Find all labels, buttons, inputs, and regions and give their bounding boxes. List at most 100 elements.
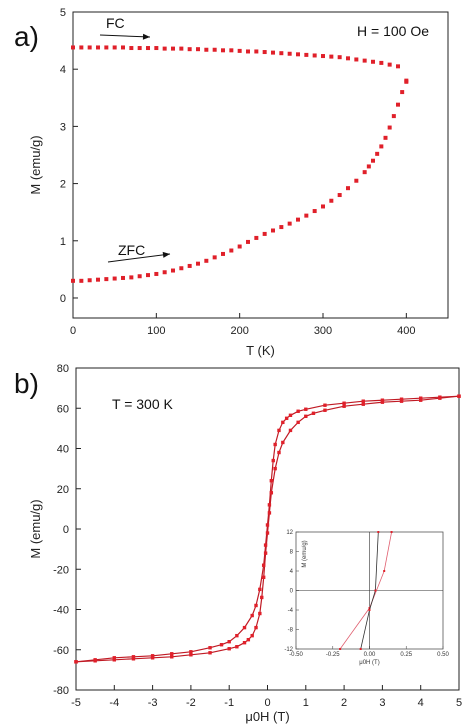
chart-a-point-zfc-33 <box>346 186 350 191</box>
chart-b-point-1-5 <box>361 402 365 406</box>
inset-ytick-label-1: -8 <box>288 628 294 634</box>
chart-a-point-zfc-21 <box>246 239 250 244</box>
chart-a-point-zfc-9 <box>146 273 150 278</box>
chart-b-point-0-31 <box>380 398 385 402</box>
chart-b-point-1-26 <box>235 645 239 649</box>
chart-b-point-0-32 <box>399 397 404 401</box>
inset-point-1-3 <box>377 531 380 533</box>
chart-a-point-zfc-39 <box>379 144 384 149</box>
chart-b-point-1-22 <box>254 625 258 630</box>
chart-b-point-1-25 <box>242 641 247 645</box>
inset-series-line-0 <box>339 531 392 650</box>
chart-b-point-1-9 <box>304 414 308 418</box>
chart-a-point-zfc-22 <box>254 235 259 240</box>
chart-a-point-fc-14 <box>187 47 192 52</box>
chart-a-ticks: 0 100 200 300 400 0 1 2 3 4 5 <box>60 7 416 337</box>
chart-b-xtick-label-6: 1 <box>303 697 309 709</box>
chart-b-xlabel: μ0H (T) <box>245 709 289 724</box>
chart-a-point-zfc-44 <box>400 90 405 95</box>
chart-a-point-zfc-1 <box>79 278 84 283</box>
chart-b-point-1-21 <box>258 611 262 616</box>
chart-b-point-0-21 <box>273 442 277 447</box>
inset-ytick-label-3: 0 <box>290 589 294 595</box>
chart-b-xtick-label-7: 2 <box>341 697 347 709</box>
inset-ytick-label-2: -4 <box>288 608 294 614</box>
chart-b-point-1-2 <box>419 398 423 402</box>
chart-a-point-zfc-37 <box>371 158 375 163</box>
chart-a-point-zfc-7 <box>129 275 134 280</box>
chart-a-point-fc-26 <box>287 51 292 56</box>
chart-b-point-1-14 <box>273 466 277 471</box>
chart-b-point-1-27 <box>227 647 231 651</box>
chart-b-point-1-32 <box>131 657 136 661</box>
chart-a-point-fc-2 <box>87 45 92 50</box>
chart-b-temperature-annotation: T = 300 K <box>112 396 174 412</box>
chart-b-ytick-label-3: -20 <box>53 564 69 576</box>
chart-b-point-1-33 <box>112 658 116 662</box>
chart-b-point-1-8 <box>311 411 316 415</box>
chart-b-xtick-label-1: -4 <box>109 697 119 709</box>
chart-b-point-1-7 <box>323 408 327 412</box>
zfc-arrow-shaft <box>107 253 171 263</box>
zfc-arrow-head <box>162 251 170 258</box>
chart-a-point-fc-22 <box>254 49 259 54</box>
chart-a-point-fc-5 <box>112 45 117 50</box>
chart-a-point-zfc-5 <box>112 276 117 281</box>
chart-a-point-zfc-2 <box>87 278 92 283</box>
chart-b-point-1-35 <box>74 660 78 664</box>
chart-b-point-1-31 <box>150 656 155 660</box>
chart-a-point-zfc-13 <box>179 266 184 271</box>
chart-a-point-fc-0 <box>71 45 75 50</box>
chart-a-ytick-label-5: 5 <box>60 7 66 19</box>
chart-b-point-0-15 <box>261 563 266 567</box>
chart-a-point-fc-7 <box>129 46 134 51</box>
chart-a-point-fc-4 <box>104 45 109 50</box>
chart-b-point-0-7 <box>208 646 212 650</box>
chart-b-point-1-11 <box>288 428 293 433</box>
chart-a-point-fc-13 <box>179 46 184 51</box>
inset-ylabel: M (emu/g) <box>302 540 308 567</box>
chart-a-ytick-label-4: 4 <box>60 64 66 76</box>
chart-a-point-zfc-29 <box>312 209 317 214</box>
chart-a-point-fc-21 <box>246 49 250 54</box>
chart-b-point-1-4 <box>380 400 385 404</box>
fc-arrow-shaft <box>99 34 151 38</box>
chart-a-point-zfc-12 <box>171 268 175 273</box>
chart-b-point-0-23 <box>281 420 285 425</box>
chart-a-point-fc-15 <box>196 47 200 52</box>
chart-a-point-fc-35 <box>362 58 367 63</box>
chart-b-xtick-label-5: 0 <box>264 697 270 709</box>
inset-xtick-label-3: 0.25 <box>400 652 412 658</box>
inset-ytick-label-5: 8 <box>290 550 294 556</box>
chart-a-points <box>71 45 409 283</box>
chart-b-point-1-29 <box>189 653 193 657</box>
chart-b-point-0-24 <box>284 416 289 421</box>
chart-a-point-fc-31 <box>329 54 334 59</box>
chart-a-point-fc-3 <box>96 45 100 50</box>
chart-a-point-zfc-11 <box>162 270 167 275</box>
chart-b-point-1-18 <box>263 551 268 555</box>
chart-b-point-1-23 <box>250 633 254 638</box>
chart-a-point-fc-1 <box>79 45 84 50</box>
chart-b-point-0-5 <box>170 652 174 656</box>
chart-b-point-0-3 <box>131 655 136 659</box>
chart-a-point-zfc-31 <box>329 198 334 203</box>
chart-a-point-fc-24 <box>271 50 275 55</box>
chart-a-point-fc-12 <box>171 46 175 51</box>
chart-b-point-0-11 <box>242 625 247 630</box>
chart-a-point-zfc-23 <box>262 231 267 236</box>
chart-a-point-fc-8 <box>137 46 142 51</box>
chart-b-ytick-label-5: 20 <box>57 484 69 496</box>
chart-a-point-zfc-26 <box>287 221 292 226</box>
chart-a-point-zfc-27 <box>296 217 300 222</box>
chart-a-point-zfc-3 <box>96 277 100 282</box>
chart-a-point-zfc-34 <box>354 178 359 183</box>
inset-point-0-3 <box>390 531 393 533</box>
chart-b-point-1-1 <box>438 396 442 400</box>
inset-xtick-label-2: 0.00 <box>364 652 376 658</box>
chart-b-point-1-19 <box>261 575 266 579</box>
chart-a-point-fc-20 <box>237 48 242 53</box>
chart-a-xtick-label-1: 100 <box>147 325 165 337</box>
